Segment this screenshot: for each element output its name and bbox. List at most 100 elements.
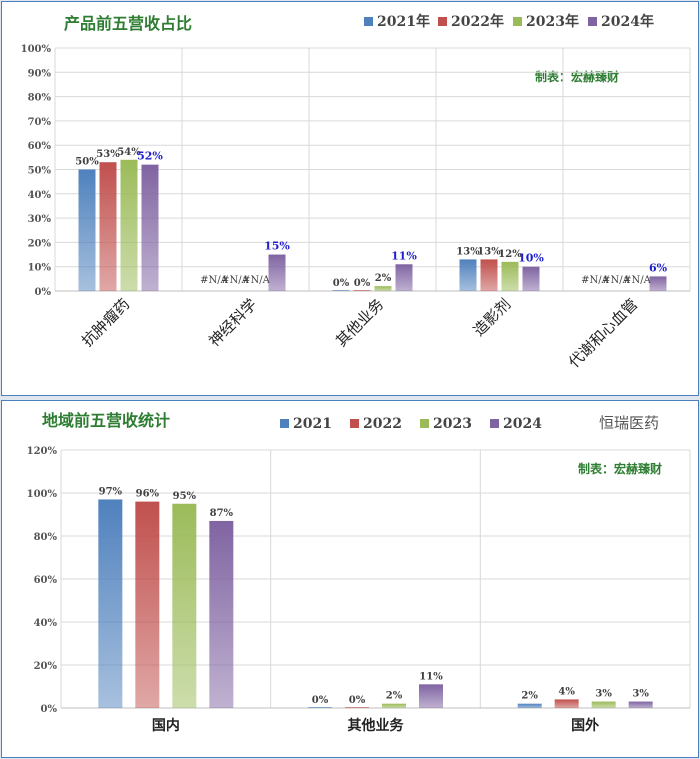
data-label: #N/A [242, 275, 270, 286]
data-label: 13% [456, 246, 480, 257]
y-tick-label: 90% [28, 68, 52, 79]
data-label: 2% [375, 273, 392, 284]
data-label: 97% [99, 486, 123, 497]
legend-swatch [513, 17, 522, 26]
y-tick-label: 30% [28, 214, 52, 225]
data-label: #N/A [200, 275, 228, 286]
bar [353, 290, 371, 291]
bar [459, 259, 477, 291]
category-label: 代谢和心血管 [565, 295, 641, 371]
legend-label: 2021年 [377, 13, 430, 30]
category-label: 造影剂 [470, 295, 515, 340]
y-tick-label: 80% [34, 532, 58, 543]
bar [517, 703, 542, 708]
bar [172, 503, 197, 708]
legend-label: 2021 [293, 416, 332, 432]
data-label: 54% [117, 147, 141, 158]
bar [345, 707, 369, 708]
data-label: 6% [649, 261, 668, 274]
y-tick-label: 10% [28, 263, 52, 274]
bar [419, 684, 443, 708]
bar [591, 701, 616, 708]
bar [501, 261, 519, 291]
legend-label: 2023年 [526, 13, 579, 30]
data-label: 53% [96, 149, 120, 160]
y-tick-label: 0% [41, 704, 58, 715]
chart-note: 制表：宏赫臻财 [578, 461, 662, 476]
data-label: 10% [518, 252, 544, 265]
bar [120, 159, 138, 291]
region-revenue-panel: 地域前五营收统计 2021 2022 2023 2024 恒瑞医药 制表：宏赫臻财 0% 20%… [1, 400, 699, 758]
data-label: 11% [419, 671, 443, 682]
y-tick-label: 100% [21, 44, 52, 55]
legend-label: 2022年 [451, 13, 504, 30]
bar [382, 703, 406, 708]
data-label: #N/A [221, 275, 249, 286]
bar [374, 286, 392, 291]
bar [395, 264, 413, 291]
legend-label: 2022 [363, 416, 402, 432]
bar [141, 164, 159, 291]
data-label: #N/A [581, 275, 609, 286]
legend-label: 2024 [503, 416, 542, 432]
bar [308, 707, 332, 708]
legend-label: 2024年 [601, 13, 654, 30]
product-revenue-panel: 产品前五营收占比 2021年 2022年 2023年 2024年制表：宏赫臻财 0% 10%… [1, 1, 699, 396]
data-label: 15% [264, 240, 290, 253]
data-label: 87% [210, 508, 234, 519]
y-tick-label: 50% [28, 166, 52, 177]
data-label: 3% [595, 689, 612, 700]
category-label: 神经科学 [205, 295, 260, 350]
data-label: 4% [558, 686, 575, 697]
data-label: 96% [136, 489, 160, 500]
bar [480, 259, 498, 291]
y-tick-label: 0% [35, 287, 52, 298]
y-tick-label: 20% [34, 661, 58, 672]
data-label: 0% [333, 278, 350, 289]
data-label: 0% [349, 695, 366, 706]
bar [628, 701, 653, 708]
y-tick-label: 40% [34, 618, 58, 629]
data-label: 2% [521, 691, 538, 702]
y-tick-label: 100% [27, 489, 58, 500]
data-label: 52% [137, 150, 163, 163]
category-label: 抗肿瘤药 [78, 295, 133, 350]
legend-swatch [350, 419, 359, 428]
data-label: 95% [173, 491, 197, 502]
legend-swatch [438, 17, 447, 26]
bar [135, 501, 160, 708]
bar [522, 266, 540, 291]
chart-title: 产品前五营收占比 [64, 14, 192, 33]
y-tick-label: 70% [28, 117, 52, 128]
legend-swatch [490, 419, 499, 428]
data-label: 12% [498, 249, 522, 260]
legend-swatch [364, 17, 373, 26]
data-label: 13% [477, 246, 501, 257]
data-label: #N/A [602, 275, 630, 286]
category-label: 其他业务 [332, 295, 387, 350]
data-label: 0% [354, 278, 371, 289]
y-tick-label: 80% [28, 93, 52, 104]
y-tick-label: 60% [34, 575, 58, 586]
bar [332, 290, 350, 291]
bar [649, 276, 667, 291]
data-label: 11% [391, 249, 417, 262]
data-label: 2% [386, 691, 403, 702]
legend-swatch [420, 419, 429, 428]
data-label: 50% [75, 157, 99, 168]
category-label: 国内 [152, 717, 180, 734]
chart-note: 制表：宏赫臻财 [535, 69, 619, 84]
chart-title: 地域前五营收统计 [42, 411, 170, 430]
y-tick-label: 40% [28, 190, 52, 201]
legend-swatch [588, 17, 597, 26]
bar [268, 254, 286, 291]
data-label: 3% [632, 689, 649, 700]
company-name: 恒瑞医药 [599, 414, 659, 432]
bar [209, 520, 234, 708]
data-label: 0% [312, 695, 329, 706]
bar [99, 162, 117, 291]
bar [98, 499, 123, 708]
data-label: #N/A [623, 275, 651, 286]
